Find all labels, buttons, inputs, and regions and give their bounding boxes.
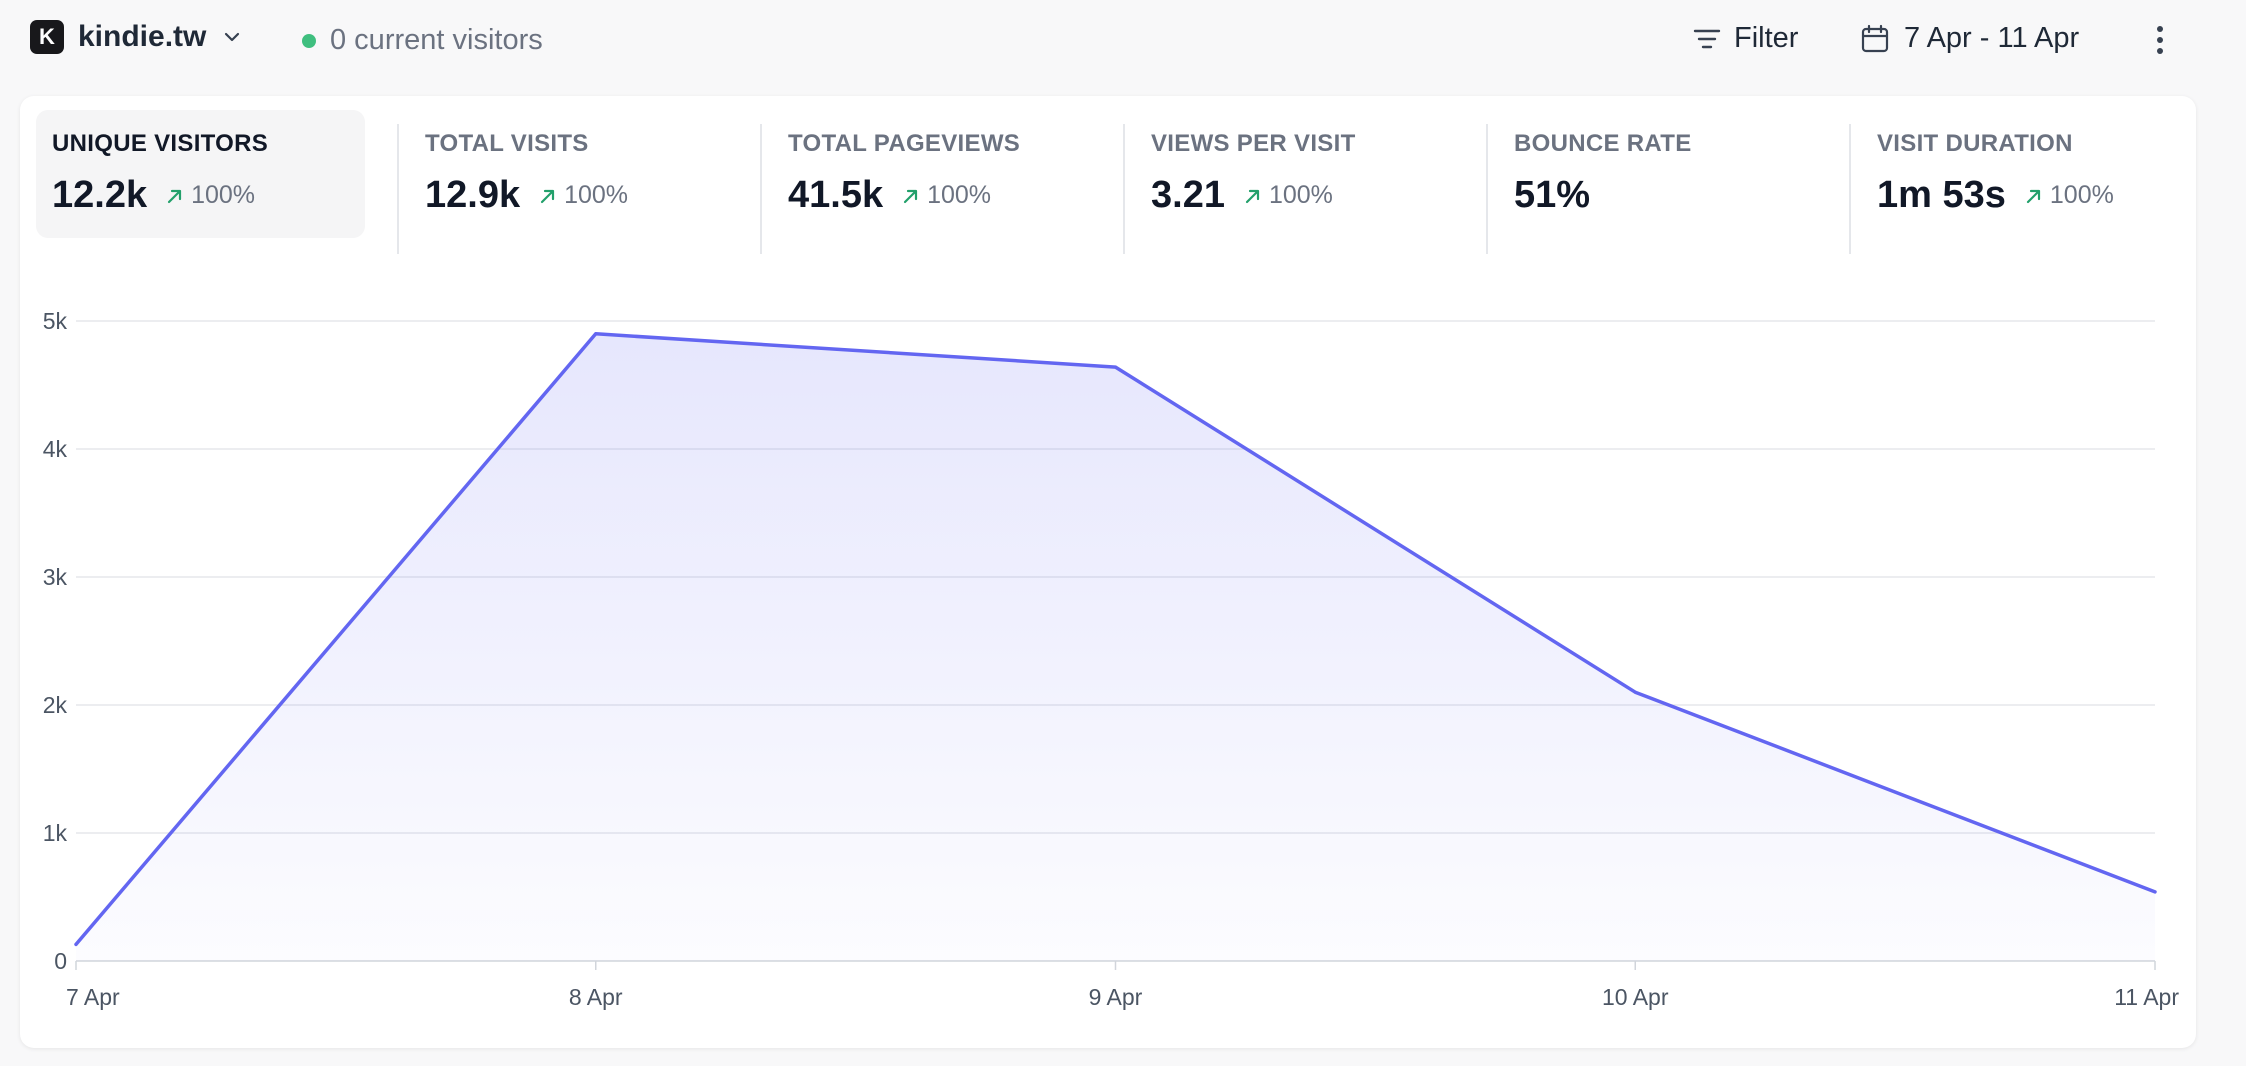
metric-change: 100% xyxy=(2024,181,2114,210)
metric-value-row: 41.5k 100% xyxy=(788,174,991,217)
trend-up-icon xyxy=(2026,189,2040,203)
metric-value: 12.9k xyxy=(425,174,521,216)
more-options-button[interactable] xyxy=(2148,22,2172,58)
y-tick-label: 0 xyxy=(54,948,67,974)
metric-divider xyxy=(397,124,399,254)
metric-value: 3.21 xyxy=(1151,174,1225,216)
metric-divider xyxy=(1849,124,1851,254)
trend-up-icon xyxy=(903,189,918,203)
site-switcher[interactable]: K kindie.tw xyxy=(30,20,242,54)
metric-label: VISIT DURATION xyxy=(1877,130,2073,157)
metric-change: 100% xyxy=(901,181,991,210)
visitors-area xyxy=(76,333,2155,961)
y-tick-label: 2k xyxy=(43,692,68,718)
site-name: kindie.tw xyxy=(78,20,207,53)
metric-change-value: 100% xyxy=(1268,181,1333,209)
metric-change-value: 100% xyxy=(191,181,256,209)
data-point xyxy=(594,332,598,336)
metric-label: BOUNCE RATE xyxy=(1514,130,1692,157)
x-tick-label: 9 Apr xyxy=(1089,984,1143,1010)
y-tick-label: 1k xyxy=(43,820,68,846)
data-point xyxy=(74,942,78,946)
metric-change-value: 100% xyxy=(564,181,629,209)
x-tick-label: 8 Apr xyxy=(569,984,623,1010)
metric-unique-visitors[interactable]: UNIQUE VISITORS 12.2k 100% xyxy=(36,110,365,238)
metric-value: 12.2k xyxy=(52,174,148,216)
data-point xyxy=(1114,365,1117,369)
y-tick-label: 5k xyxy=(43,308,68,334)
metric-views-per-visit[interactable]: VIEWS PER VISIT 3.21 100% xyxy=(1135,110,1455,238)
metric-total-pageviews[interactable]: TOTAL PAGEVIEWS 41.5k 100% xyxy=(772,110,1092,238)
dashboard-card: UNIQUE VISITORS 12.2k 100% TOTAL VISITS 12.9… xyxy=(20,96,2196,1048)
date-range-label: 7 Apr - 11 Apr xyxy=(1904,22,2080,54)
metric-divider xyxy=(760,124,762,254)
metric-label: VIEWS PER VISIT xyxy=(1151,130,1356,157)
trend-up-icon xyxy=(167,189,182,203)
metric-value-row: 12.9k 100% xyxy=(425,174,628,217)
calendar-icon xyxy=(1861,24,1889,52)
chevron-down-icon xyxy=(225,32,240,42)
metric-value-row: 3.21 100% xyxy=(1151,174,1333,217)
metric-label: TOTAL PAGEVIEWS xyxy=(788,130,1021,157)
current-visitors-text: 0 current visitors xyxy=(330,24,543,56)
more-vertical-icon xyxy=(2157,26,2163,54)
visitors-chart: 0 1k 2k 3k 4k 5k 7 Apr 8 Apr 9 Apr 10 Apr 11 Apr xyxy=(43,308,2180,1010)
x-tick-label: 10 Apr xyxy=(1602,984,1669,1010)
metric-change: 100% xyxy=(165,181,255,210)
metric-value: 41.5k xyxy=(788,174,884,216)
metric-value-row: 1m 53s 100% xyxy=(1877,174,2114,217)
data-point xyxy=(2153,890,2157,894)
current-visitors[interactable]: 0 current visitors xyxy=(302,24,543,57)
filter-icon xyxy=(1693,29,1721,48)
metric-value: 1m 53s xyxy=(1877,174,2006,216)
live-dot-icon xyxy=(302,33,316,48)
metric-label: UNIQUE VISITORS xyxy=(52,130,269,157)
metric-value-row: 51% xyxy=(1514,174,1590,217)
y-tick-label: 3k xyxy=(43,564,68,590)
trend-up-icon xyxy=(540,189,555,203)
metric-value: 51% xyxy=(1514,174,1591,216)
filter-button[interactable]: Filter xyxy=(1692,22,1798,55)
metric-value-row: 12.2k 100% xyxy=(52,174,255,217)
metric-change: 100% xyxy=(1243,181,1333,210)
y-tick-label: 4k xyxy=(43,436,68,462)
top-bar: K kindie.tw 0 current visitors Filter 7 … xyxy=(0,0,2246,82)
metrics-row: UNIQUE VISITORS 12.2k 100% TOTAL VISITS 12.9… xyxy=(20,110,2196,254)
x-tick-label: 7 Apr xyxy=(66,984,120,1010)
metric-label: TOTAL VISITS xyxy=(425,130,589,157)
date-range-picker[interactable]: 7 Apr - 11 Apr xyxy=(1860,22,2079,55)
metric-change: 100% xyxy=(538,181,628,210)
metric-visit-duration[interactable]: VISIT DURATION 1m 53s 100% xyxy=(1861,110,2181,238)
metric-divider xyxy=(1123,124,1125,254)
x-tick-label: 11 Apr xyxy=(2114,984,2179,1010)
metric-change-value: 100% xyxy=(2049,181,2114,209)
trend-up-icon xyxy=(1245,189,1260,203)
metric-bounce-rate[interactable]: BOUNCE RATE 51% xyxy=(1498,110,1818,238)
metric-change-value: 100% xyxy=(927,181,992,209)
metric-divider xyxy=(1486,124,1488,254)
data-point xyxy=(1633,690,1637,694)
metric-total-visits[interactable]: TOTAL VISITS 12.9k 100% xyxy=(409,110,729,238)
filter-label: Filter xyxy=(1734,22,1799,54)
site-logo: K xyxy=(30,20,64,54)
